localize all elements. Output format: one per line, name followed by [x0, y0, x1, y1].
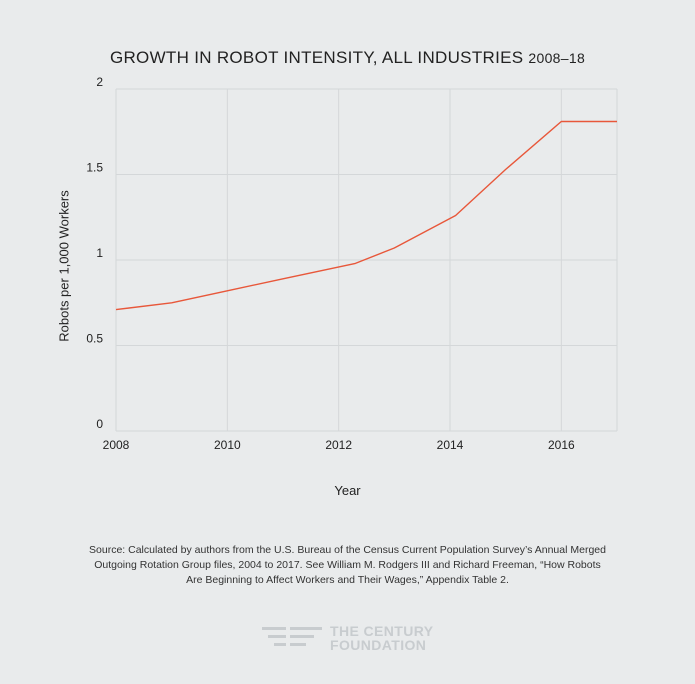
- y-tick-label: 0: [96, 417, 103, 431]
- x-tick-label: 2016: [548, 438, 575, 452]
- y-tick-label: 2: [96, 75, 103, 89]
- y-tick-label: 1: [96, 246, 103, 260]
- x-tick-label: 2008: [103, 438, 130, 452]
- century-foundation-logo: THE CENTURY FOUNDATION: [262, 624, 433, 652]
- x-tick-label: 2012: [325, 438, 352, 452]
- chart-title-main: GROWTH IN ROBOT INTENSITY, ALL INDUSTRIE…: [109, 48, 524, 67]
- series-line: [115, 120, 617, 311]
- source-note: Source: Calculated by authors from the U…: [89, 544, 606, 586]
- y-tick-label: 1.5: [86, 161, 103, 175]
- x-axis-title: Year: [334, 483, 361, 498]
- chart-title-years: 2008–18: [528, 50, 586, 66]
- x-tick-label: 2014: [437, 438, 464, 452]
- logo-line-1: THE CENTURY: [330, 623, 434, 639]
- logo-wordmark: THE CENTURY FOUNDATION: [330, 624, 433, 652]
- logo-mark-icon: [262, 627, 322, 646]
- y-axis-title: Robots per 1,000 Workers: [56, 190, 72, 342]
- chart-title: GROWTH IN ROBOT INTENSITY, ALL INDUSTRIE…: [0, 48, 695, 68]
- y-tick-label: 0.5: [86, 332, 103, 346]
- logo-line-2: FOUNDATION: [330, 637, 427, 653]
- x-tick-label: 2010: [214, 438, 241, 452]
